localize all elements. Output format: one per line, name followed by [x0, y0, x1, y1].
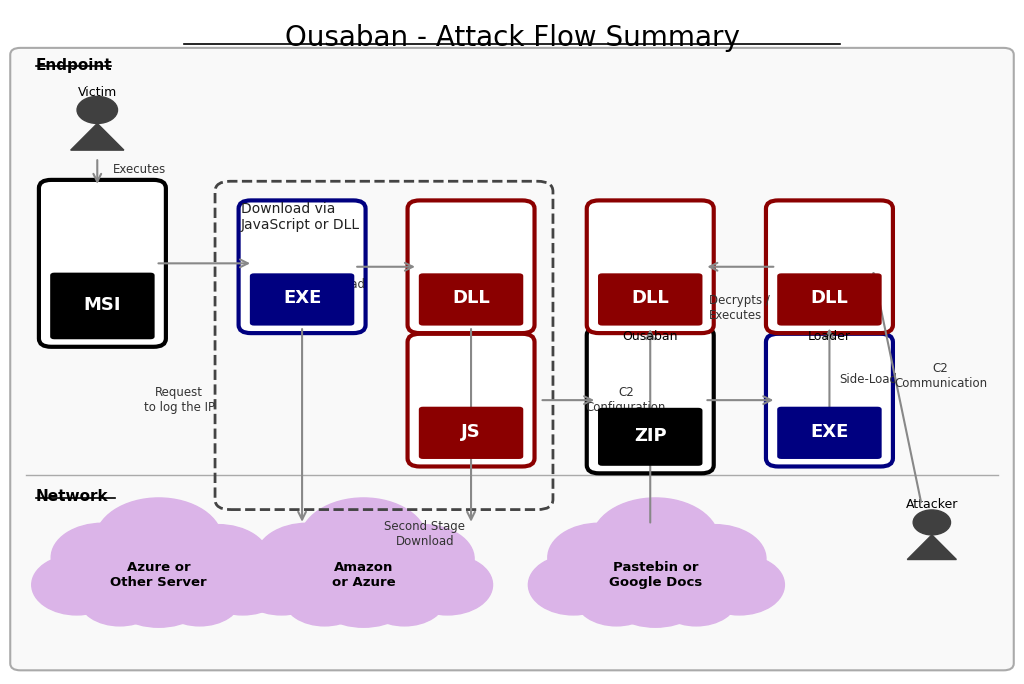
Text: EXE: EXE	[810, 423, 849, 440]
FancyBboxPatch shape	[766, 200, 893, 333]
Circle shape	[664, 525, 766, 593]
Circle shape	[284, 571, 366, 626]
Text: JS: JS	[461, 423, 481, 440]
FancyBboxPatch shape	[250, 274, 354, 326]
Text: Side-Load: Side-Load	[307, 278, 366, 291]
Circle shape	[198, 555, 288, 615]
FancyBboxPatch shape	[239, 200, 366, 333]
FancyBboxPatch shape	[408, 200, 535, 333]
Circle shape	[95, 498, 222, 583]
Text: Pastebin or
Google Docs: Pastebin or Google Docs	[608, 561, 702, 588]
Circle shape	[655, 571, 737, 626]
Circle shape	[310, 556, 417, 627]
FancyBboxPatch shape	[587, 327, 714, 473]
Circle shape	[548, 523, 650, 592]
Text: Download via
JavaScript or DLL: Download via JavaScript or DLL	[241, 202, 359, 232]
Circle shape	[51, 523, 154, 592]
Circle shape	[77, 96, 118, 123]
Text: Azure or
Other Server: Azure or Other Server	[111, 561, 207, 588]
FancyBboxPatch shape	[39, 180, 166, 347]
Circle shape	[372, 525, 474, 593]
FancyBboxPatch shape	[598, 274, 702, 326]
Polygon shape	[71, 123, 124, 150]
Circle shape	[105, 556, 212, 627]
Circle shape	[575, 571, 657, 626]
FancyBboxPatch shape	[10, 48, 1014, 670]
Text: MSI: MSI	[84, 296, 121, 314]
Circle shape	[159, 571, 241, 626]
Text: Attacker: Attacker	[905, 498, 958, 511]
Text: DLL: DLL	[811, 289, 848, 307]
Text: Endpoint: Endpoint	[36, 58, 113, 73]
Circle shape	[237, 555, 327, 615]
Circle shape	[528, 555, 618, 615]
Text: DLL: DLL	[453, 289, 489, 307]
FancyBboxPatch shape	[777, 407, 882, 459]
Circle shape	[592, 498, 719, 583]
Circle shape	[256, 523, 358, 592]
Text: Victim: Victim	[78, 86, 117, 99]
Circle shape	[32, 555, 122, 615]
FancyBboxPatch shape	[766, 334, 893, 466]
FancyBboxPatch shape	[408, 334, 535, 466]
Circle shape	[602, 556, 709, 627]
Text: Network: Network	[36, 489, 109, 504]
FancyBboxPatch shape	[587, 200, 714, 333]
FancyBboxPatch shape	[50, 273, 155, 339]
Text: C2
Configuration: C2 Configuration	[586, 386, 666, 414]
Polygon shape	[907, 535, 956, 560]
Text: Second Stage
Download: Second Stage Download	[384, 520, 466, 548]
Circle shape	[167, 525, 269, 593]
Circle shape	[79, 571, 161, 626]
Text: DLL: DLL	[632, 289, 669, 307]
Text: C2
Communication: C2 Communication	[894, 363, 987, 390]
FancyBboxPatch shape	[777, 274, 882, 326]
Text: Decrypts /
Executes: Decrypts / Executes	[709, 294, 769, 322]
Text: Ousaban - Attack Flow Summary: Ousaban - Attack Flow Summary	[285, 24, 739, 52]
Circle shape	[364, 571, 445, 626]
FancyBboxPatch shape	[419, 407, 523, 459]
Text: Side-Load: Side-Load	[840, 373, 898, 386]
Circle shape	[694, 555, 784, 615]
Text: Executes: Executes	[113, 163, 166, 176]
Circle shape	[913, 510, 950, 535]
Text: Amazon
or Azure: Amazon or Azure	[332, 561, 395, 588]
Text: EXE: EXE	[283, 289, 322, 307]
Circle shape	[402, 555, 493, 615]
Text: Loader: Loader	[808, 330, 851, 343]
Text: Legitimate
Binary: Legitimate Binary	[796, 430, 863, 458]
Text: ZIP: ZIP	[634, 427, 667, 445]
FancyBboxPatch shape	[419, 274, 523, 326]
Text: Ousaban: Ousaban	[623, 330, 678, 343]
FancyBboxPatch shape	[598, 408, 702, 466]
Text: Request
to log the IP: Request to log the IP	[143, 386, 215, 414]
Circle shape	[300, 498, 427, 583]
